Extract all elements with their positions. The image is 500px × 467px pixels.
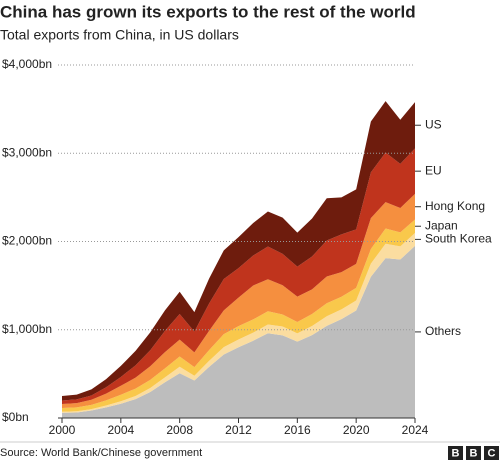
legend-label: Others — [425, 324, 461, 338]
area — [62, 148, 415, 405]
area — [62, 245, 415, 418]
logo: B B C — [448, 446, 499, 460]
legend-label: Japan — [425, 218, 458, 232]
logo-letter: C — [488, 447, 496, 459]
x-tick-label: 2012 — [225, 423, 252, 437]
area — [62, 193, 415, 409]
x-tick-label: 2000 — [49, 423, 76, 437]
y-tick-label: $0bn — [2, 410, 29, 424]
chart-subtitle: Total exports from China, in US dollars — [0, 27, 239, 43]
x-tick-label: 2008 — [166, 423, 193, 437]
x-tick-label: 2020 — [343, 423, 370, 437]
legend-label: US — [425, 117, 442, 131]
logo-box — [484, 446, 499, 460]
chart-title: China has grown its exports to the rest … — [0, 2, 416, 21]
areas — [62, 101, 415, 418]
y-tick-label: $2,000bn — [2, 234, 52, 248]
logo-letter: B — [452, 447, 460, 459]
logo-box — [466, 446, 481, 460]
source: Source: World Bank/Chinese government — [0, 447, 202, 459]
y-tick-label: $3,000bn — [2, 145, 52, 159]
legend-label: South Korea — [425, 232, 492, 246]
x-tick-label: 2024 — [402, 423, 429, 437]
logo-letter: B — [470, 447, 478, 459]
area — [62, 219, 415, 412]
x-tick-label: 2016 — [284, 423, 311, 437]
logo-box — [448, 446, 463, 460]
y-tick-label: $4,000bn — [2, 57, 52, 71]
area — [62, 101, 415, 401]
legend-label: EU — [425, 163, 442, 177]
legend-label: Hong Kong — [425, 199, 485, 213]
y-tick-label: $1,000bn — [2, 322, 52, 336]
x-tick-label: 2004 — [107, 423, 134, 437]
